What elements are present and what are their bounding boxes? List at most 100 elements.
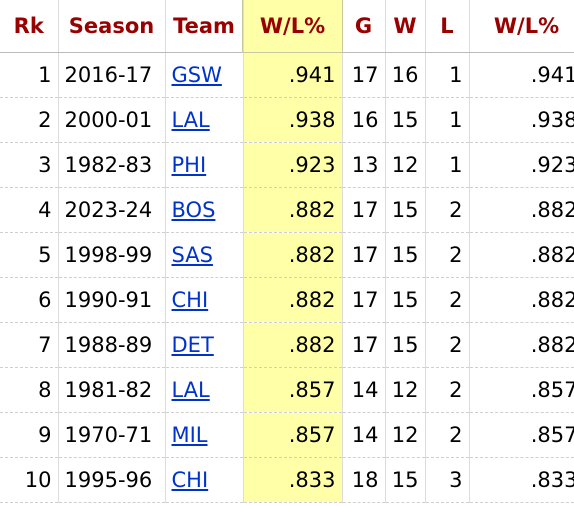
- cell-losses: 2: [425, 277, 470, 323]
- cell-losses: 3: [425, 457, 470, 503]
- cell-wins: 12: [385, 142, 426, 188]
- cell-team: PHI: [165, 142, 244, 188]
- cell-games: 16: [342, 97, 386, 143]
- cell-wins: 12: [385, 367, 426, 413]
- header-team[interactable]: Team: [165, 0, 244, 53]
- cell-season: 1982-83: [58, 142, 166, 188]
- cell-team: DET: [165, 322, 244, 368]
- cell-losses: 2: [425, 322, 470, 368]
- cell-season: 2016-17: [58, 52, 166, 98]
- cell-team: GSW: [165, 52, 244, 98]
- team-link[interactable]: BOS: [171, 197, 216, 222]
- cell-win-loss-pct-2: .941: [469, 52, 574, 98]
- cell-wins: 15: [385, 322, 426, 368]
- cell-win-loss-pct: .833: [243, 457, 343, 503]
- cell-team: BOS: [165, 187, 244, 233]
- cell-rank: 9: [0, 412, 59, 458]
- cell-rank: 8: [0, 367, 59, 413]
- cell-losses: 1: [425, 142, 470, 188]
- cell-season: 1995-96: [58, 457, 166, 503]
- cell-season: 1990-91: [58, 277, 166, 323]
- team-link[interactable]: LAL: [171, 377, 210, 402]
- header-season[interactable]: Season: [58, 0, 166, 53]
- cell-wins: 15: [385, 457, 426, 503]
- cell-losses: 2: [425, 187, 470, 233]
- cell-losses: 1: [425, 52, 470, 98]
- cell-win-loss-pct-2: .882: [469, 187, 574, 233]
- header-rk[interactable]: Rk: [0, 0, 59, 53]
- cell-win-loss-pct: .882: [243, 232, 343, 278]
- cell-wins: 15: [385, 97, 426, 143]
- cell-rank: 4: [0, 187, 59, 233]
- cell-games: 17: [342, 52, 386, 98]
- cell-games: 18: [342, 457, 386, 503]
- cell-season: 1970-71: [58, 412, 166, 458]
- cell-rank: 7: [0, 322, 59, 368]
- cell-win-loss-pct-2: .857: [469, 367, 574, 413]
- cell-season: 1998-99: [58, 232, 166, 278]
- table-header: Rk Season Team W/L% G W L W/L%: [0, 0, 574, 53]
- team-link[interactable]: CHI: [171, 287, 209, 312]
- cell-win-loss-pct: .882: [243, 187, 343, 233]
- cell-wins: 15: [385, 232, 426, 278]
- cell-win-loss-pct: .923: [243, 142, 343, 188]
- cell-games: 17: [342, 232, 386, 278]
- cell-team: SAS: [165, 232, 244, 278]
- cell-team: LAL: [165, 97, 244, 143]
- header-games[interactable]: G: [342, 0, 386, 53]
- cell-win-loss-pct: .882: [243, 277, 343, 323]
- cell-win-loss-pct: .882: [243, 322, 343, 368]
- cell-losses: 1: [425, 97, 470, 143]
- cell-games: 17: [342, 322, 386, 368]
- table-row: 4 2023-24 BOS .882 17 15 2.882: [0, 187, 574, 233]
- cell-win-loss-pct-2: .833: [469, 457, 574, 503]
- cell-rank: 2: [0, 97, 59, 143]
- cell-wins: 15: [385, 277, 426, 323]
- header-losses[interactable]: L: [425, 0, 470, 53]
- table-row: 5 1998-99 SAS .882 17 15 2.882: [0, 232, 574, 278]
- header-win-loss-pct-sorted[interactable]: W/L%: [242, 0, 343, 53]
- cell-win-loss-pct: .857: [243, 367, 343, 413]
- cell-losses: 2: [425, 367, 470, 413]
- table-row: 6 1990-91 CHI .882 17 15 2.882: [0, 277, 574, 323]
- team-link[interactable]: MIL: [171, 422, 208, 447]
- table-row: 2 2000-01 LAL .938 16 15 1.938: [0, 97, 574, 143]
- team-link[interactable]: PHI: [171, 152, 207, 177]
- team-link[interactable]: LAL: [171, 107, 210, 132]
- cell-rank: 3: [0, 142, 59, 188]
- table-row: 3 1982-83 PHI .923 13 12 1.923: [0, 142, 574, 188]
- table-row: 8 1981-82 LAL .857 14 12 2.857: [0, 367, 574, 413]
- cell-games: 13: [342, 142, 386, 188]
- header-wins[interactable]: W: [385, 0, 426, 53]
- header-win-loss-pct[interactable]: W/L%: [469, 0, 574, 53]
- cell-season: 1988-89: [58, 322, 166, 368]
- cell-team: LAL: [165, 367, 244, 413]
- cell-games: 17: [342, 277, 386, 323]
- cell-losses: 2: [425, 412, 470, 458]
- cell-season: 2000-01: [58, 97, 166, 143]
- table-row: 10 1995-96 CHI .833 18 15 3.833: [0, 457, 574, 503]
- table-body: 1 2016-17 GSW .941 17 16 1.941 2 2000-01 LAL .938 1…: [0, 52, 574, 503]
- cell-wins: 16: [385, 52, 426, 98]
- cell-rank: 5: [0, 232, 59, 278]
- cell-games: 14: [342, 412, 386, 458]
- cell-team: CHI: [165, 277, 244, 323]
- team-link[interactable]: CHI: [171, 467, 209, 492]
- cell-rank: 1: [0, 52, 59, 98]
- cell-wins: 15: [385, 187, 426, 233]
- cell-games: 14: [342, 367, 386, 413]
- cell-team: CHI: [165, 457, 244, 503]
- cell-games: 17: [342, 187, 386, 233]
- cell-win-loss-pct-2: .882: [469, 322, 574, 368]
- cell-team: MIL: [165, 412, 244, 458]
- team-link[interactable]: SAS: [171, 242, 213, 267]
- table-row: 1 2016-17 GSW .941 17 16 1.941: [0, 52, 574, 98]
- table-row: 7 1988-89 DET .882 17 15 2.882: [0, 322, 574, 368]
- cell-losses: 2: [425, 232, 470, 278]
- team-link[interactable]: DET: [171, 332, 214, 357]
- cell-win-loss-pct-2: .923: [469, 142, 574, 188]
- team-link[interactable]: GSW: [171, 62, 222, 87]
- cell-season: 2023-24: [58, 187, 166, 233]
- header-row: Rk Season Team W/L% G W L W/L%: [0, 0, 574, 53]
